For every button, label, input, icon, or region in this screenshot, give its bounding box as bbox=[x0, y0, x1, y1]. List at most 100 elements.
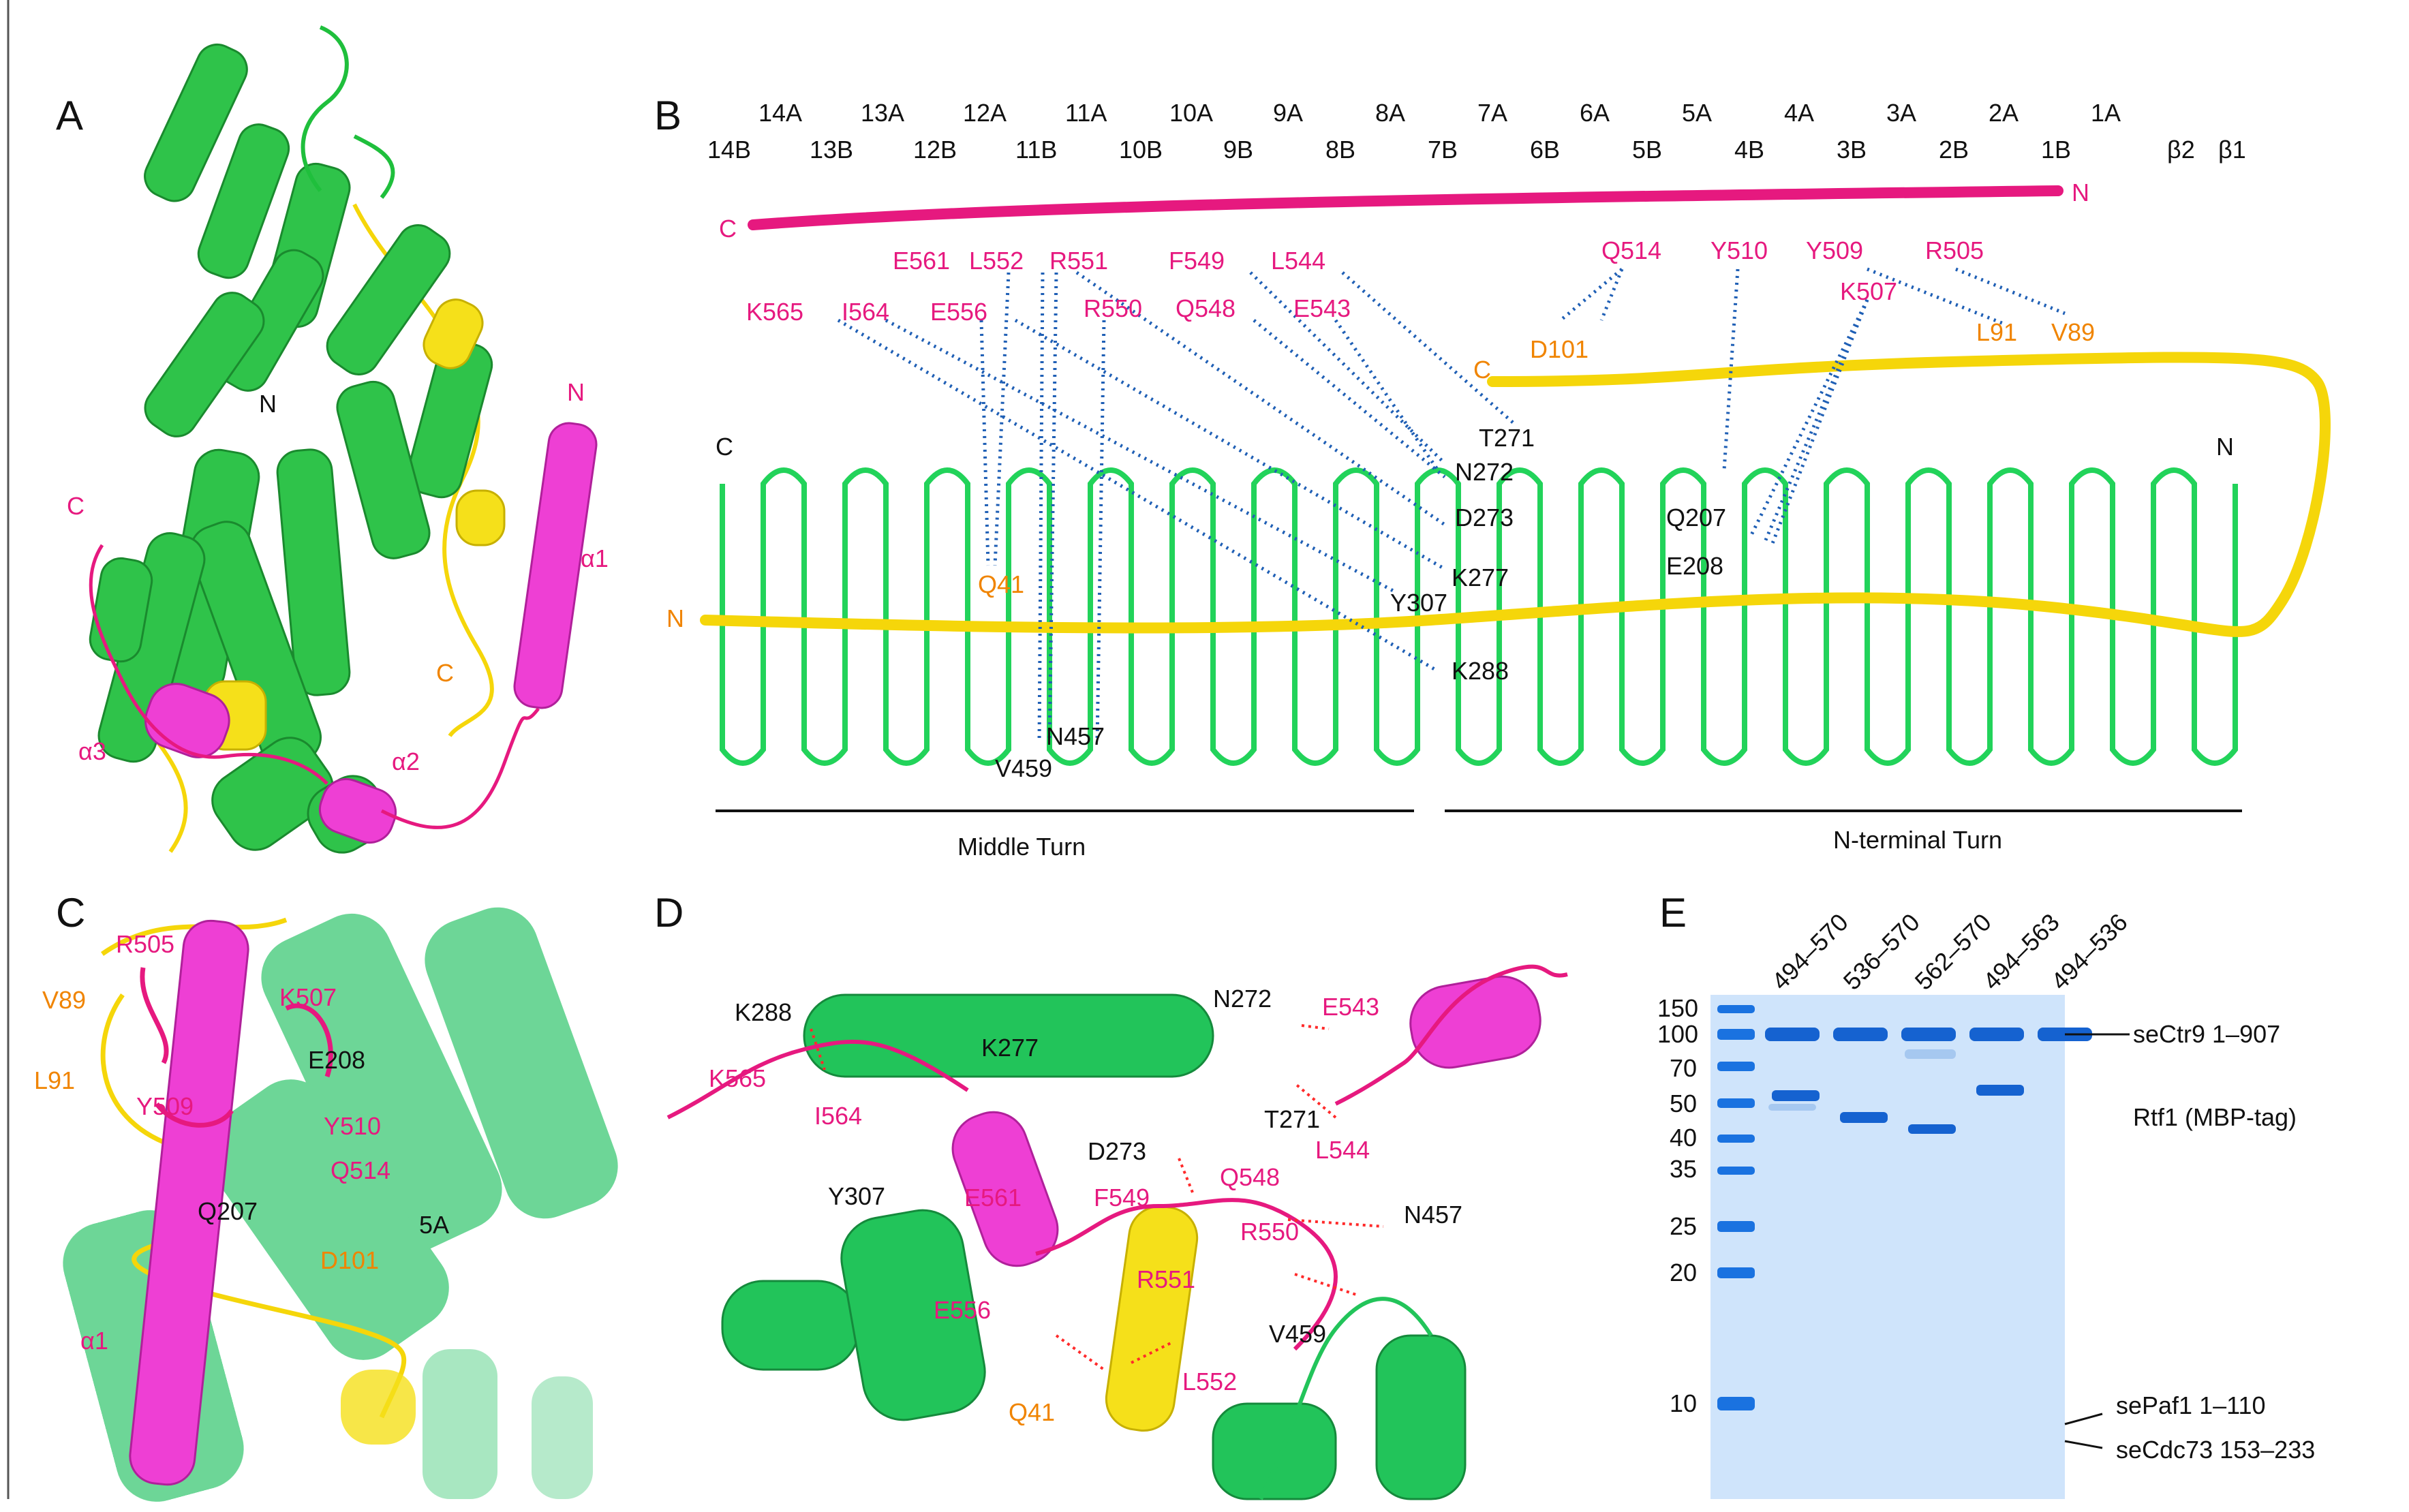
b-E556: E556 bbox=[930, 298, 987, 326]
d-K565: K565 bbox=[709, 1064, 766, 1092]
b-Y510: Y510 bbox=[1710, 236, 1768, 264]
d-E556: E556 bbox=[934, 1296, 991, 1324]
d-T271: T271 bbox=[1264, 1105, 1320, 1133]
b-R550: R550 bbox=[1084, 294, 1142, 322]
b-V89: V89 bbox=[2051, 318, 2095, 346]
d-K277: K277 bbox=[981, 1034, 1039, 1062]
rep-14A: 14A bbox=[758, 99, 802, 127]
b-Y307: Y307 bbox=[1390, 589, 1447, 617]
tpr-hairpins bbox=[720, 467, 2238, 766]
a-c-yellow: C bbox=[436, 659, 454, 687]
rep-6A: 6A bbox=[1580, 99, 1610, 127]
b-Q548: Q548 bbox=[1176, 294, 1236, 322]
rep-3B: 3B bbox=[1837, 136, 1867, 164]
d-green-coil bbox=[1259, 1297, 1433, 1500]
mk-25: 25 bbox=[1670, 1212, 1697, 1240]
rep-8A: 8A bbox=[1375, 99, 1405, 127]
rep-beta2: β2 bbox=[2167, 136, 2195, 164]
d-top-helix bbox=[1409, 975, 1541, 1069]
d-L552: L552 bbox=[1182, 1368, 1237, 1395]
d-N272: N272 bbox=[1213, 985, 1272, 1013]
a-alpha3: α3 bbox=[78, 737, 106, 765]
b-yellow-n: N bbox=[666, 604, 684, 632]
c-Q207: Q207 bbox=[198, 1197, 258, 1225]
d-Q41: Q41 bbox=[1009, 1398, 1055, 1426]
d-D273: D273 bbox=[1088, 1137, 1146, 1165]
b-L91: L91 bbox=[1976, 318, 2017, 346]
gel bbox=[1710, 995, 2065, 1499]
d-R551: R551 bbox=[1137, 1265, 1195, 1293]
d-Q548: Q548 bbox=[1220, 1163, 1280, 1191]
d-Y307: Y307 bbox=[828, 1182, 885, 1210]
b-L544: L544 bbox=[1271, 247, 1325, 275]
b-K277: K277 bbox=[1452, 564, 1509, 591]
panel-e: E 494–570 536–570 562–570 494–563 494–53… bbox=[1657, 890, 2315, 1499]
a-n-green: N bbox=[259, 390, 277, 418]
b-yellow-c: C bbox=[1473, 356, 1491, 384]
rep-5A: 5A bbox=[1682, 99, 1712, 127]
b-D273: D273 bbox=[1455, 504, 1514, 531]
d-I564: I564 bbox=[814, 1102, 862, 1130]
rep-4B: 4B bbox=[1734, 136, 1764, 164]
paf-strand bbox=[700, 352, 2331, 637]
lane-536-570: 536–570 bbox=[1838, 908, 1925, 996]
b-K507: K507 bbox=[1840, 277, 1897, 305]
b-K288: K288 bbox=[1452, 657, 1509, 685]
mk-50: 50 bbox=[1670, 1090, 1697, 1117]
c-alpha1-label: α1 bbox=[80, 1327, 108, 1355]
middle-turn-label: Middle Turn bbox=[957, 833, 1086, 861]
c-yellow-helix bbox=[341, 1370, 416, 1445]
d-K288: K288 bbox=[735, 998, 792, 1026]
rep-11B: 11B bbox=[1015, 136, 1057, 164]
rep-6B: 6B bbox=[1530, 136, 1560, 164]
c-V89: V89 bbox=[42, 986, 86, 1014]
rep-8B: 8B bbox=[1325, 136, 1355, 164]
rep-9B: 9B bbox=[1223, 136, 1253, 164]
rep-3A: 3A bbox=[1886, 99, 1916, 127]
c-5A: 5A bbox=[419, 1211, 449, 1239]
c-Y509: Y509 bbox=[136, 1092, 194, 1120]
rep-1A: 1A bbox=[2091, 99, 2121, 127]
b-R551: R551 bbox=[1049, 247, 1108, 275]
rep-12B: 12B bbox=[913, 136, 957, 164]
panel-b: B 14A 13A 12A 11A 10A 9A 8A 7A 6A 5A 4A … bbox=[654, 93, 2331, 861]
b-Q207: Q207 bbox=[1666, 504, 1726, 531]
d-N457: N457 bbox=[1404, 1201, 1462, 1229]
b-L552: L552 bbox=[969, 247, 1024, 275]
green-helices bbox=[89, 43, 493, 854]
b-pink-c: C bbox=[719, 215, 737, 243]
c-K507: K507 bbox=[279, 983, 337, 1011]
b-T271: T271 bbox=[1479, 424, 1535, 452]
band-cdc73: seCdc73 153–233 bbox=[2116, 1436, 2315, 1464]
rep-2B: 2B bbox=[1939, 136, 1969, 164]
rep-14B: 14B bbox=[707, 136, 751, 164]
a-alpha1: α1 bbox=[581, 544, 609, 572]
mk-40: 40 bbox=[1670, 1124, 1697, 1152]
alpha2-helix bbox=[318, 777, 397, 844]
b-E208: E208 bbox=[1666, 552, 1723, 580]
b-V459: V459 bbox=[995, 754, 1052, 782]
rep-10A: 10A bbox=[1169, 99, 1213, 127]
band-rtf1: Rtf1 (MBP-tag) bbox=[2133, 1103, 2297, 1131]
rep-9A: 9A bbox=[1273, 99, 1303, 127]
panel-a-label: A bbox=[56, 93, 83, 138]
sample-bands bbox=[1765, 1028, 2092, 1134]
d-hbonds bbox=[810, 1024, 1384, 1371]
mk-10: 10 bbox=[1670, 1389, 1697, 1417]
lane-494-536: 494–536 bbox=[2046, 908, 2133, 996]
green-loops bbox=[301, 25, 395, 199]
rep-7B: 7B bbox=[1428, 136, 1458, 164]
d-green-helices bbox=[721, 993, 1467, 1500]
b-Y509: Y509 bbox=[1806, 236, 1863, 264]
b-E543: E543 bbox=[1293, 294, 1351, 322]
marker-ladder bbox=[1717, 1005, 1755, 1410]
rep-1B: 1B bbox=[2041, 136, 2071, 164]
yellow-helix-2 bbox=[455, 489, 506, 546]
d-E561: E561 bbox=[964, 1184, 1022, 1212]
a-alpha2: α2 bbox=[392, 747, 420, 775]
b-green-n: N bbox=[2216, 433, 2234, 461]
b-pink-n: N bbox=[2072, 179, 2089, 206]
contact-lines bbox=[837, 267, 2066, 743]
b-K565: K565 bbox=[746, 298, 803, 326]
magenta-coil bbox=[89, 544, 540, 829]
